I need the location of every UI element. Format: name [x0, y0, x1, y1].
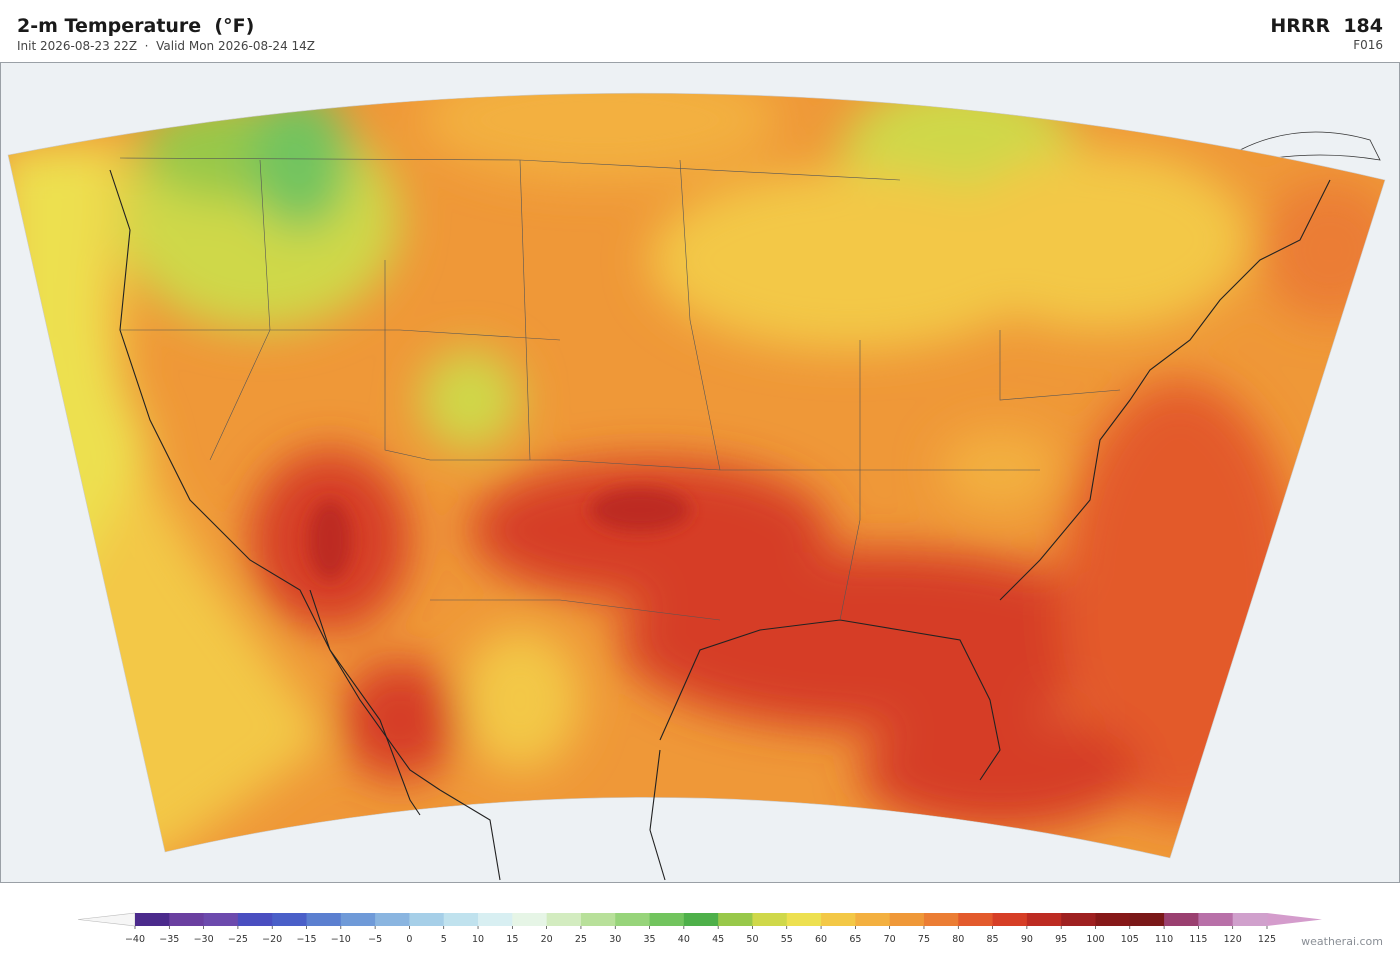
colorbar-bin: [683, 913, 719, 926]
colorbar: −40 −35 −30 −25 −20 −15 −10 −5 0 5 10 15 20 25 30 35 40 4…: [77, 912, 1322, 945]
colorbar-bin: [272, 913, 307, 926]
colorbar-tick-label: 20: [541, 934, 553, 945]
colorbar-bin: [1129, 913, 1165, 926]
colorbar-tick-label: 125: [1258, 934, 1276, 945]
colorbar-tick-label: 65: [849, 934, 861, 945]
colorbar-bin: [992, 913, 1028, 926]
map: [0, 62, 1400, 883]
model-name: HRRR 184: [1270, 15, 1383, 37]
colorbar-bin: [1026, 913, 1062, 926]
colorbar-tick-label: 60: [815, 934, 827, 945]
colorbar-tick-label: −15: [296, 934, 316, 945]
colorbar-tick-label: 75: [918, 934, 930, 945]
subtitle: Init 2026-08-23 22Z · Valid Mon 2026-08-…: [17, 39, 316, 53]
colorbar-tick-label: 30: [609, 934, 621, 945]
colorbar-bin: [923, 913, 959, 926]
colorbar-bin: [409, 913, 445, 926]
colorbar-bin: [512, 913, 548, 926]
colorbar-tick-label: 85: [987, 934, 999, 945]
colorbar-tick-label: 45: [712, 934, 724, 945]
temperature-field: [8, 93, 1385, 858]
colorbar-tick-label: 5: [441, 934, 447, 945]
colorbar-tick-label: 100: [1086, 934, 1104, 945]
colorbar-bin: [478, 913, 513, 926]
colorbar-bin: [237, 913, 273, 926]
colorbar-tick-label: −40: [125, 934, 145, 945]
colorbar-tick-label: 50: [746, 934, 758, 945]
state-borders: [119, 157, 1121, 621]
colorbar-bin: [580, 913, 616, 926]
colorbar-bin: [1061, 913, 1096, 926]
colorbar-bin: [135, 913, 170, 926]
colorbar-bin: [340, 913, 376, 926]
coastlines: [109, 169, 1331, 881]
colorbar-under: [77, 912, 136, 927]
colorbar-bin: [752, 913, 788, 926]
colorbar-tick-label: 110: [1155, 934, 1173, 945]
colorbar-bin: [649, 913, 685, 926]
colorbar-tick-label: 40: [678, 934, 690, 945]
colorbar-tick-label: −10: [331, 934, 351, 945]
colorbar-tick-label: −25: [228, 934, 248, 945]
colorbar-tick-label: −5: [368, 934, 382, 945]
colorbar-tick-label: 15: [506, 934, 518, 945]
colorbar-tick-label: 115: [1189, 934, 1207, 945]
colorbar-tick-label: 0: [406, 934, 412, 945]
colorbar-tick-label: −30: [194, 934, 214, 945]
colorbar-tick-label: −35: [159, 934, 179, 945]
colorbar-bin: [443, 913, 479, 926]
colorbar-bin: [718, 913, 753, 926]
colorbar-tick-label: 95: [1055, 934, 1067, 945]
colorbar-bin: [375, 913, 410, 926]
domain-outline: [7, 92, 1386, 859]
colorbar-bin: [615, 913, 650, 926]
colorbar-bin: [821, 913, 856, 926]
colorbar-tick-label: 35: [643, 934, 655, 945]
colorbar-bin: [1095, 913, 1131, 926]
colorbar-tick-label: 25: [575, 934, 587, 945]
colorbar-tick-label: 120: [1224, 934, 1242, 945]
colorbar-bin: [786, 913, 822, 926]
colorbar-bin: [958, 913, 993, 926]
colorbar-bin: [1232, 913, 1268, 926]
credit: weatherai.com: [1301, 935, 1383, 948]
colorbar-over: [1267, 913, 1322, 926]
colorbar-bin: [306, 913, 342, 926]
colorbar-tick-label: 80: [952, 934, 964, 945]
colorbar-tick-label: 105: [1121, 934, 1139, 945]
colorbar-bin: [1164, 913, 1199, 926]
forecast-hour: F016: [1353, 38, 1383, 52]
colorbar-bin: [203, 913, 239, 926]
colorbar-bin: [855, 913, 891, 926]
colorbar-tick-label: 55: [781, 934, 793, 945]
colorbar-bin: [169, 913, 205, 926]
colorbar-bin: [1198, 913, 1234, 926]
colorbar-tick-label: 70: [884, 934, 896, 945]
coastline: [1239, 131, 1381, 161]
colorbar-bin: [546, 913, 582, 926]
colorbar-bin: [889, 913, 925, 926]
colorbar-tick-label: 10: [472, 934, 484, 945]
title: 2-m Temperature (°F): [17, 15, 255, 37]
colorbar-tick-label: −20: [262, 934, 282, 945]
colorbar-tick-label: 90: [1021, 934, 1033, 945]
